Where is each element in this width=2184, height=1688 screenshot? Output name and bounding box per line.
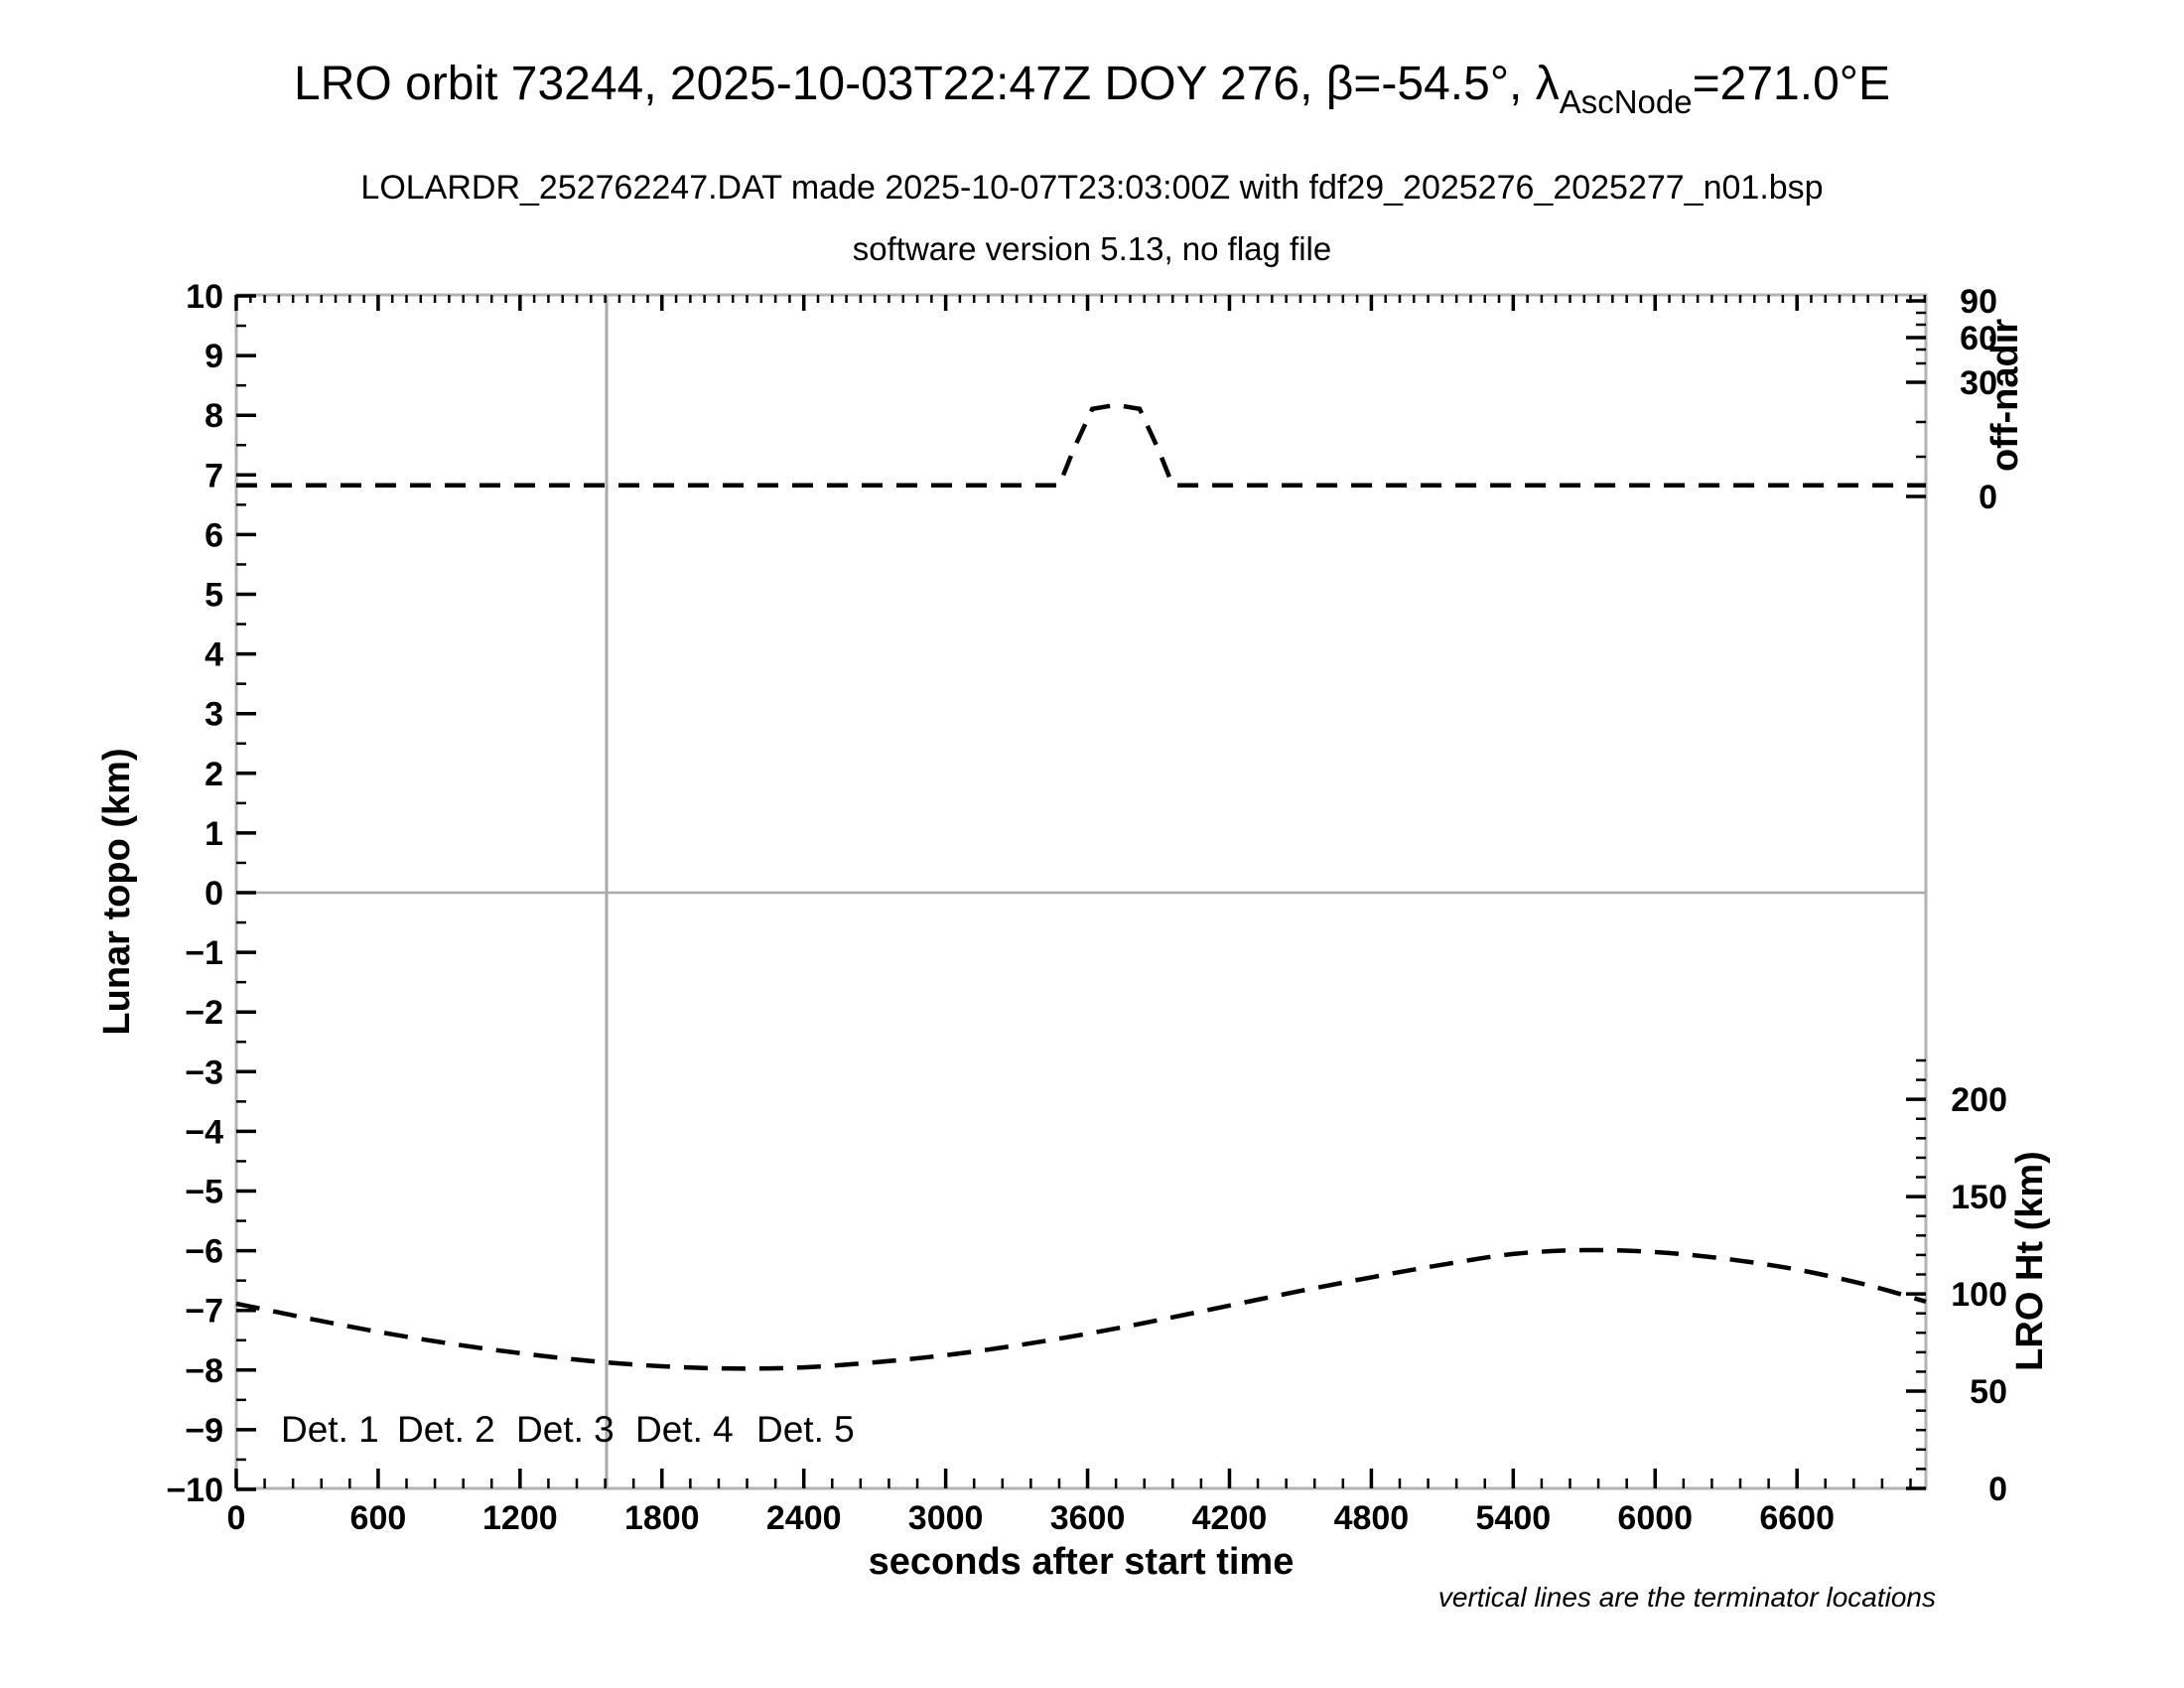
topo-tick-label: −10 — [166, 1472, 223, 1509]
x-axis-label: seconds after start time — [869, 1541, 1295, 1583]
x-tick-label: 1200 — [482, 1499, 558, 1537]
topo-tick-label: −3 — [185, 1054, 223, 1091]
x-tick-label: 0 — [227, 1499, 246, 1537]
x-tick-label: 6000 — [1617, 1499, 1693, 1537]
lro-height-curve — [235, 1247, 1927, 1371]
x-tick-label: 4200 — [1192, 1499, 1268, 1537]
lro-ht-tick-label: 150 — [1951, 1179, 2007, 1216]
topo-tick-label: 0 — [205, 875, 223, 913]
legend-item-det2: Det. 2 — [397, 1409, 495, 1450]
lro-ht-tick-label: 50 — [1970, 1373, 2007, 1411]
lro-ht-axis-label: LRO Ht (km) — [2009, 1151, 2051, 1371]
x-tick-label: 5400 — [1476, 1499, 1552, 1537]
legend-item-det5: Det. 5 — [756, 1409, 855, 1450]
lro-ht-tick-label: 100 — [1951, 1276, 2007, 1314]
chart-title-subscript: AscNode — [1560, 83, 1693, 120]
topo-tick-label: −5 — [185, 1174, 223, 1211]
topo-tick-label: 1 — [205, 815, 223, 853]
plot-generated-layer: 0 600 1200 1800 2400 3000 3600 4200 4800 5400 6000… — [166, 278, 2007, 1537]
topo-tick-label: 7 — [205, 457, 223, 494]
x-tick-label: 2400 — [766, 1499, 842, 1537]
topo-tick-label: −7 — [185, 1293, 223, 1331]
chart-title-suffix: =271.0°E — [1693, 58, 1890, 110]
x-tick-label: 3000 — [908, 1499, 984, 1537]
topo-tick-label: 5 — [205, 577, 223, 615]
legend-item-det1: Det. 1 — [281, 1409, 379, 1450]
topo-tick-label: −8 — [185, 1352, 223, 1390]
chart-subtitle-file: LOLARDR_252762247.DAT made 2025-10-07T23… — [360, 169, 1823, 207]
x-tick-label: 600 — [350, 1499, 407, 1537]
off-nadir-axis-label: off-nadir — [1984, 319, 2026, 472]
topo-tick-label: −4 — [185, 1113, 223, 1151]
lro-ht-tick-label: 0 — [1988, 1471, 2007, 1508]
topo-tick-label: 9 — [205, 338, 223, 375]
topo-tick-label: 2 — [205, 756, 223, 793]
topo-tick-label: 6 — [205, 516, 223, 554]
chart-title-prefix: LRO orbit 73244, 2025-10-03T22:47Z DOY 2… — [294, 58, 1560, 110]
offnadir-tick-label: 60 — [1960, 320, 1997, 357]
topo-tick-label: 4 — [205, 636, 223, 674]
offnadir-tick-label: 30 — [1960, 364, 1997, 402]
x-tick-label: 1800 — [624, 1499, 700, 1537]
topo-tick-label: −2 — [185, 994, 223, 1032]
x-tick-label: 4800 — [1334, 1499, 1410, 1537]
chart-subtitle-version: software version 5.13, no flag file — [853, 230, 1331, 267]
topo-tick-label: 10 — [186, 278, 223, 316]
chart-title: LRO orbit 73244, 2025-10-03T22:47Z DOY 2… — [294, 58, 1890, 120]
legend-item-det4: Det. 4 — [635, 1409, 734, 1450]
lro-ht-tick-label: 200 — [1951, 1081, 2007, 1119]
y-left-axis-label: Lunar topo (km) — [96, 748, 138, 1035]
legend-item-det3: Det. 3 — [516, 1409, 614, 1450]
topo-tick-label: 3 — [205, 696, 223, 734]
topo-tick-label: −9 — [185, 1412, 223, 1450]
topo-tick-label: −6 — [185, 1233, 223, 1271]
topo-tick-label: 8 — [205, 397, 223, 435]
off-nadir-curve — [236, 402, 1926, 489]
x-tick-label: 3600 — [1050, 1499, 1126, 1537]
offnadir-tick-label: 90 — [1960, 283, 1997, 321]
terminator-footnote: vertical lines are the terminator locati… — [1438, 1582, 1936, 1613]
x-tick-label: 6600 — [1759, 1499, 1835, 1537]
offnadir-tick-label: 0 — [1979, 479, 1997, 516]
topo-tick-label: −1 — [185, 934, 223, 972]
